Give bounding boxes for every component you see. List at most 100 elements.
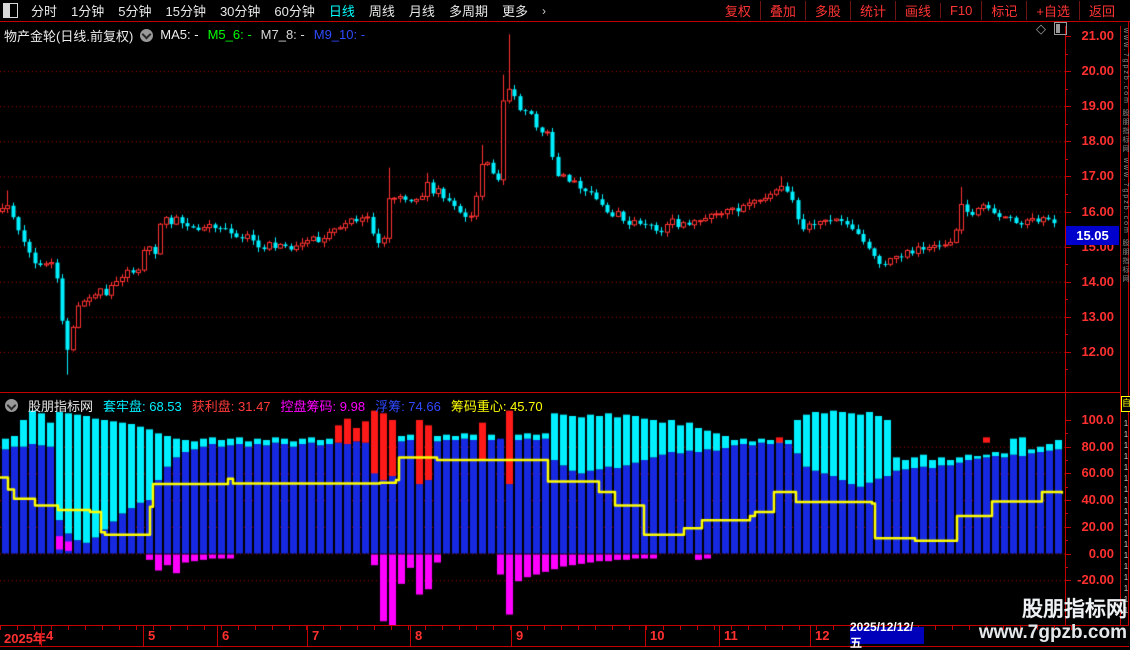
custom-tab[interactable]: 自 — [1121, 396, 1130, 412]
year-label: 2025年 — [4, 631, 46, 646]
month-label: 9 — [516, 628, 524, 643]
indicator-value-1: 套牢盘: 68.53 — [103, 399, 182, 414]
more-chevron-icon[interactable]: › — [541, 3, 546, 18]
axis-minor-tick — [1065, 513, 1068, 515]
toolbar-period-3[interactable]: 5分钟 — [118, 4, 152, 19]
axis-minor-tick — [1065, 486, 1068, 488]
axis-minor-tick — [1065, 158, 1068, 160]
chip-indicator-chart[interactable] — [0, 393, 1065, 625]
month-label: 4 — [46, 628, 54, 643]
diamond-marker-icon[interactable]: ◇ — [1036, 21, 1046, 36]
axis-minor-tick — [1065, 334, 1068, 336]
right-vertical-strip: www.7gpzb.com 股朋指标网 www.7gpzb.com 股朋指标网 — [1121, 28, 1130, 388]
toolbar-action-7[interactable]: 标记 — [981, 1, 1026, 20]
axis-tick — [1065, 351, 1071, 353]
indicator-axis-label: -20.00 — [1077, 572, 1114, 588]
indicator-panel-border — [0, 392, 1121, 393]
month-label: 6 — [222, 628, 230, 643]
toolbar-period-2[interactable]: 1分钟 — [71, 4, 105, 19]
axis-minor-tick — [1065, 566, 1068, 568]
toolbar-action-9[interactable]: 返回 — [1078, 1, 1124, 20]
stock-title: 物产金轮(日线.前复权) — [4, 28, 134, 44]
month-label: 10 — [650, 628, 665, 643]
window-layout-icon[interactable] — [3, 3, 18, 18]
watermark-site-url: www.7gpzb.com — [978, 622, 1127, 643]
axis-minor-tick — [1065, 540, 1068, 542]
toolbar-period-4[interactable]: 15分钟 — [165, 4, 206, 19]
axis-minor-tick — [1065, 53, 1068, 55]
ma-value-2: M5_6: - — [207, 27, 252, 42]
indicator-value-3: 控盘筹码: 9.98 — [280, 399, 366, 414]
price-axis-label: 20.00 — [1081, 63, 1114, 79]
period-tabs-group: 分时 1分钟 5分钟 15分钟 30分钟 60分钟 日线 周线 月线 多周期 更多 › — [31, 1, 546, 20]
price-axis-label: 12.00 — [1081, 343, 1114, 359]
axis-tick — [1065, 500, 1071, 502]
toolbar-action-8[interactable]: +自选 — [1026, 1, 1079, 20]
indicator-axis-label: 100.0 — [1081, 412, 1114, 427]
collapse-chevron-icon[interactable] — [140, 28, 154, 42]
axis-tick — [1065, 36, 1071, 37]
axis-tick — [1065, 71, 1071, 73]
split-window-icon[interactable] — [1054, 22, 1067, 35]
chart-title-row: 物产金轮(日线.前复权) MA5: - M5_6: - M7_8: - M9_10: … — [4, 26, 374, 44]
month-separator — [410, 626, 411, 646]
site-watermark: 股朋指标网 www.7gpzb.com — [979, 598, 1127, 644]
toolbar-period-7[interactable]: 日线 — [328, 4, 355, 19]
toolbar-action-3[interactable]: 多股 — [804, 1, 850, 20]
axis-minor-tick — [1065, 460, 1068, 462]
last-price-tag: 15.05 — [1066, 226, 1119, 245]
toolbar-action-2[interactable]: 叠加 — [759, 1, 805, 20]
indicator-axis-label: 80.00 — [1081, 438, 1114, 454]
price-axis-label: 14.00 — [1081, 273, 1114, 289]
toolbar-period-5[interactable]: 30分钟 — [219, 4, 261, 19]
axis-minor-tick — [1065, 433, 1068, 435]
last-date-badge: 2025/12/12/五 — [850, 620, 924, 650]
axis-tick — [1065, 176, 1071, 178]
right-strip-watermark: www.7gpzb.com 股朋指标网 www.7gpzb.com 股朋指标网 — [1122, 28, 1129, 284]
ma-values-group: MA5: - M5_6: - M7_8: - M9_10: - — [160, 26, 374, 44]
axis-tick — [1065, 211, 1071, 213]
month-separator — [41, 626, 42, 646]
candlestick-chart[interactable] — [0, 26, 1065, 392]
window-right-border — [1128, 0, 1129, 647]
axis-tick — [1065, 420, 1071, 421]
month-separator — [719, 626, 720, 646]
month-separator — [143, 626, 144, 646]
toolbar-action-1[interactable]: 复权 — [724, 4, 751, 19]
indicator-source-label: 股朋指标网 — [28, 399, 94, 414]
ma-value-4: M9_10: - — [313, 27, 366, 42]
price-axis-label: 18.00 — [1081, 133, 1114, 149]
chart-corner-icons: ◇ — [1036, 22, 1067, 35]
axis-tick — [1065, 553, 1071, 555]
price-axis-label: 17.00 — [1081, 168, 1114, 184]
price-axis-label: 21.00 — [1081, 28, 1114, 43]
toolbar-actions-group: 复权 叠加 多股 统计 画线 F10 标记 +自选 返回 — [716, 1, 1124, 20]
toolbar-period-10[interactable]: 多周期 — [448, 4, 488, 19]
toolbar-period-9[interactable]: 月线 — [408, 4, 435, 19]
toolbar-period-8[interactable]: 周线 — [368, 4, 395, 19]
price-axis-label: 13.00 — [1081, 308, 1114, 324]
axis-minor-tick — [1065, 123, 1068, 125]
date-axis: 2025年 2025/12/12/五 4 5 6 7 8 9 10 11 12 — [0, 620, 1129, 650]
indicator-collapse-icon[interactable] — [5, 399, 18, 412]
month-separator — [511, 626, 512, 646]
date-axis-ticks — [0, 626, 1075, 630]
right-strip-marks: 111111111111111111 — [1123, 419, 1129, 615]
indicator-axis-label: 20.00 — [1081, 518, 1114, 534]
month-separator — [810, 626, 811, 646]
toolbar-period-6[interactable]: 60分钟 — [274, 4, 315, 19]
axis-tick — [1065, 141, 1071, 143]
toolbar-action-4[interactable]: 统计 — [849, 1, 895, 20]
indicator-value-2: 获利盘: 31.47 — [191, 399, 271, 414]
axis-tick — [1065, 246, 1071, 248]
ma-value-3: M7_8: - — [260, 27, 305, 42]
toolbar-period-11[interactable]: 更多 — [501, 4, 528, 19]
toolbar-period-1[interactable]: 分时 — [31, 4, 58, 19]
month-separator — [645, 626, 646, 646]
month-label: 5 — [148, 628, 156, 643]
toolbar-action-6[interactable]: F10 — [939, 3, 981, 18]
toolbar-action-5[interactable]: 画线 — [894, 1, 940, 20]
month-label: 7 — [312, 628, 320, 643]
indicator-value-5: 筹码重心: 45.70 — [450, 399, 543, 414]
